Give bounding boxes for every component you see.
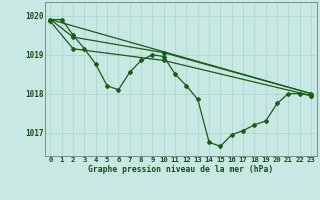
X-axis label: Graphe pression niveau de la mer (hPa): Graphe pression niveau de la mer (hPa): [88, 165, 273, 174]
